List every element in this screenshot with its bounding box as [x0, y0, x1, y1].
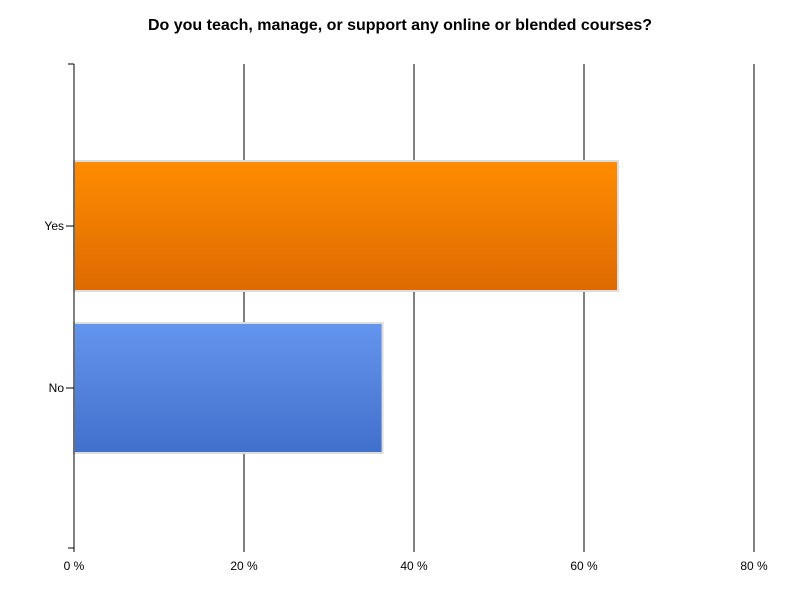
- bar-no: [73, 322, 384, 454]
- y-tick-label: No: [49, 381, 65, 395]
- chart-title: Do you teach, manage, or support any onl…: [147, 17, 653, 34]
- x-tick-label: 0 %: [64, 559, 85, 573]
- x-tick-label: 20 %: [230, 559, 258, 573]
- x-tick-label: 60 %: [570, 559, 598, 573]
- x-tick-label: 80 %: [740, 559, 768, 573]
- y-tick-label: Yes: [44, 219, 64, 233]
- bar-yes: [73, 160, 619, 292]
- x-tick-label: 40 %: [400, 559, 428, 573]
